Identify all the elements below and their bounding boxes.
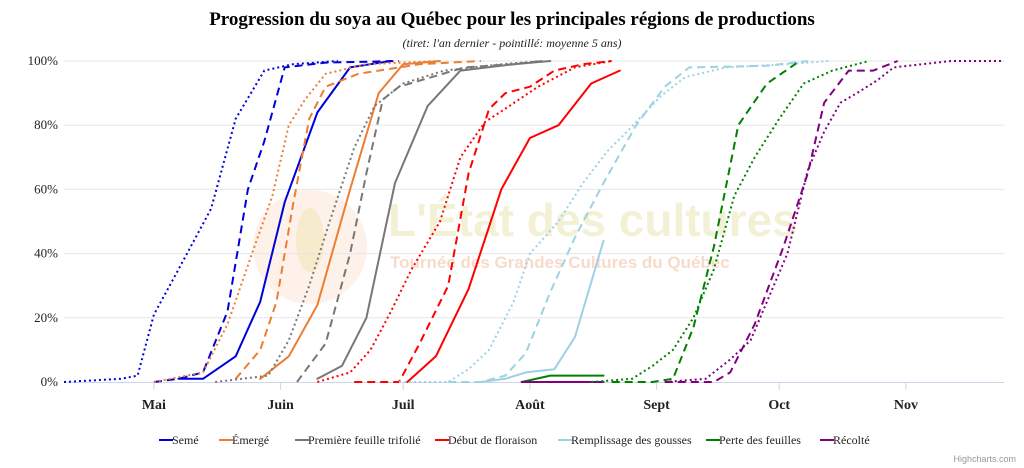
series-line-perte-des-feuilles-dotted[interactable] (591, 60, 870, 383)
y-tick-label: 100% (28, 53, 59, 68)
legend-label: Récolté (833, 433, 870, 447)
legend-item-recolte[interactable]: Récolté (820, 433, 870, 447)
series-layer (63, 60, 1004, 383)
series-line-emerge-dashed[interactable] (234, 60, 481, 380)
x-tick-label: Oct (768, 398, 790, 413)
x-tick-label: Juin (267, 398, 294, 413)
y-tick-label: 20% (34, 310, 58, 325)
series-line-premiere-feuille-trifolie-dotted[interactable] (215, 60, 543, 383)
x-axis: Mai Juin Juil Août Sept Oct Nov (64, 382, 1004, 413)
x-tick-label: Mai (142, 398, 166, 413)
y-tick-label: 40% (34, 246, 58, 261)
legend-item-debut-de-floraison[interactable]: Début de floraison (435, 433, 537, 447)
y-tick-label: 60% (34, 181, 58, 196)
legend-item-remplissage-des-gousses[interactable]: Remplissage des gousses (558, 433, 692, 447)
series-line-perte-des-feuilles-dashed[interactable] (611, 60, 801, 383)
legend-label: Remplissage des gousses (571, 433, 692, 447)
x-tick-label: Sept (643, 398, 670, 413)
series-line-premiere-feuille-trifolie-solid[interactable] (316, 60, 552, 380)
x-tick-label: Nov (894, 398, 918, 413)
y-axis: 0% 20% 40% 60% 80% 100% (28, 53, 59, 389)
series-line-perte-des-feuilles-solid[interactable] (520, 374, 605, 383)
series-line-remplissage-des-gousses-dashed[interactable] (448, 60, 808, 383)
watermark-subtitle: Tournée des Grandes Cultures du Québec (390, 253, 730, 272)
credit-link[interactable]: Highcharts.com (953, 454, 1016, 464)
legend-item-premiere-feuille-trifolie[interactable]: Première feuille trifolié (295, 433, 421, 447)
series-line-premiere-feuille-trifolie-dashed[interactable] (296, 60, 543, 383)
gridlines (64, 60, 1004, 319)
series-line-seme-dashed[interactable] (153, 60, 400, 383)
watermark-corn-icon (296, 208, 324, 272)
legend-label: Perte des feuilles (719, 433, 801, 447)
legend-item-perte-des-feuilles[interactable]: Perte des feuilles (706, 433, 801, 447)
legend-item-seme[interactable]: Semé (159, 433, 199, 447)
chart-title: Progression du soya au Québec pour les p… (209, 9, 815, 30)
chart-subtitle: (tiret: l'an dernier - pointillé: moyenn… (402, 36, 621, 50)
legend-label: Émergé (232, 433, 269, 447)
x-tick-label: Août (515, 398, 545, 413)
series-line-debut-de-floraison-dotted[interactable] (317, 60, 612, 383)
series-line-debut-de-floraison-solid[interactable] (406, 69, 621, 383)
legend-item-emerge[interactable]: Émergé (219, 433, 269, 447)
series-line-emerge-solid[interactable] (259, 60, 441, 380)
series-line-emerge-dotted[interactable] (153, 60, 441, 383)
y-tick-label: 0% (41, 374, 59, 389)
series-line-remplissage-des-gousses-solid[interactable] (479, 239, 605, 383)
legend-label: Semé (172, 433, 199, 447)
x-tick-label: Juil (392, 398, 415, 413)
series-line-recolte-dotted[interactable] (664, 60, 1004, 383)
series-line-seme-solid[interactable] (177, 60, 392, 380)
legend: Semé Émergé Première feuille trifolié Début… (159, 433, 870, 447)
series-line-seme-dotted[interactable] (63, 60, 338, 383)
series-line-remplissage-des-gousses-dotted[interactable] (399, 60, 829, 383)
y-tick-label: 80% (34, 117, 58, 132)
legend-label: Début de floraison (448, 433, 537, 447)
series-line-debut-de-floraison-dashed[interactable] (354, 60, 612, 383)
series-line-recolte-dashed[interactable] (664, 60, 899, 383)
legend-label: Première feuille trifolié (308, 433, 421, 447)
